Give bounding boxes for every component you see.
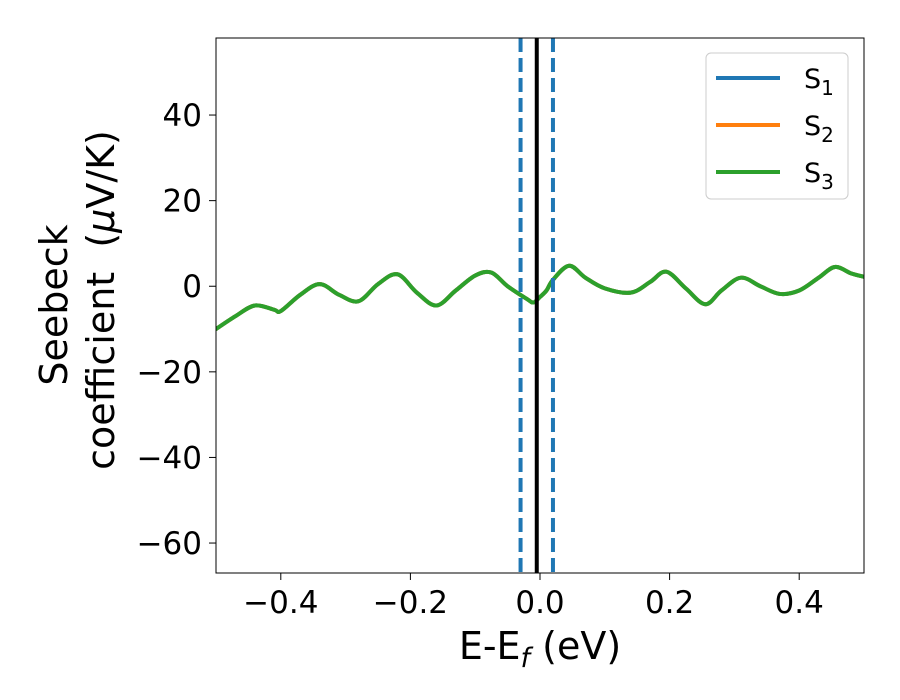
y-tick-label: −20 xyxy=(137,355,202,391)
y-axis-label-line2: coefficient (μV/K) xyxy=(79,130,123,470)
x-tick-label: 0.2 xyxy=(645,585,694,621)
vline-layer xyxy=(518,38,555,573)
y-tick-label: 0 xyxy=(182,269,202,305)
y-axis: 40 20 0 −20 −40 −60 xyxy=(137,98,216,562)
y-axis-label-line1-text: Seebeck xyxy=(32,224,76,385)
series-layer xyxy=(216,263,864,332)
x-tick-label: −0.2 xyxy=(373,585,448,621)
x-tick-label: −0.4 xyxy=(243,585,318,621)
legend-label-s1: S1 xyxy=(804,64,834,100)
legend-label-s2: S2 xyxy=(804,111,834,147)
series-line-s3 xyxy=(216,263,864,332)
y-axis-label-mu: μ xyxy=(79,209,123,234)
y-axis-label-line2-prefix: coefficient ( xyxy=(79,233,123,470)
y-axis-label: Seebeck coefficient (μV/K) xyxy=(32,130,123,470)
x-axis: −0.4 −0.2 0.0 0.2 0.4 xyxy=(243,573,824,621)
x-tick-label: 0.0 xyxy=(515,585,564,621)
y-tick-label: 40 xyxy=(163,98,202,134)
y-tick-label: −40 xyxy=(137,440,202,476)
y-tick-label: −60 xyxy=(137,526,202,562)
x-tick-label: 0.4 xyxy=(775,585,824,621)
y-tick-label: 20 xyxy=(163,184,202,220)
x-axis-label-suffix: (eV) xyxy=(530,624,621,668)
legend: S1 S2 S3 xyxy=(705,52,849,200)
y-axis-label-line2-suffix: V/K) xyxy=(79,130,123,209)
x-axis-label: E-Ef (eV) xyxy=(459,624,621,674)
y-axis-label-line1: Seebeck xyxy=(32,224,76,385)
legend-label-s3: S3 xyxy=(804,158,834,194)
x-axis-label-base: E-E xyxy=(459,624,521,668)
